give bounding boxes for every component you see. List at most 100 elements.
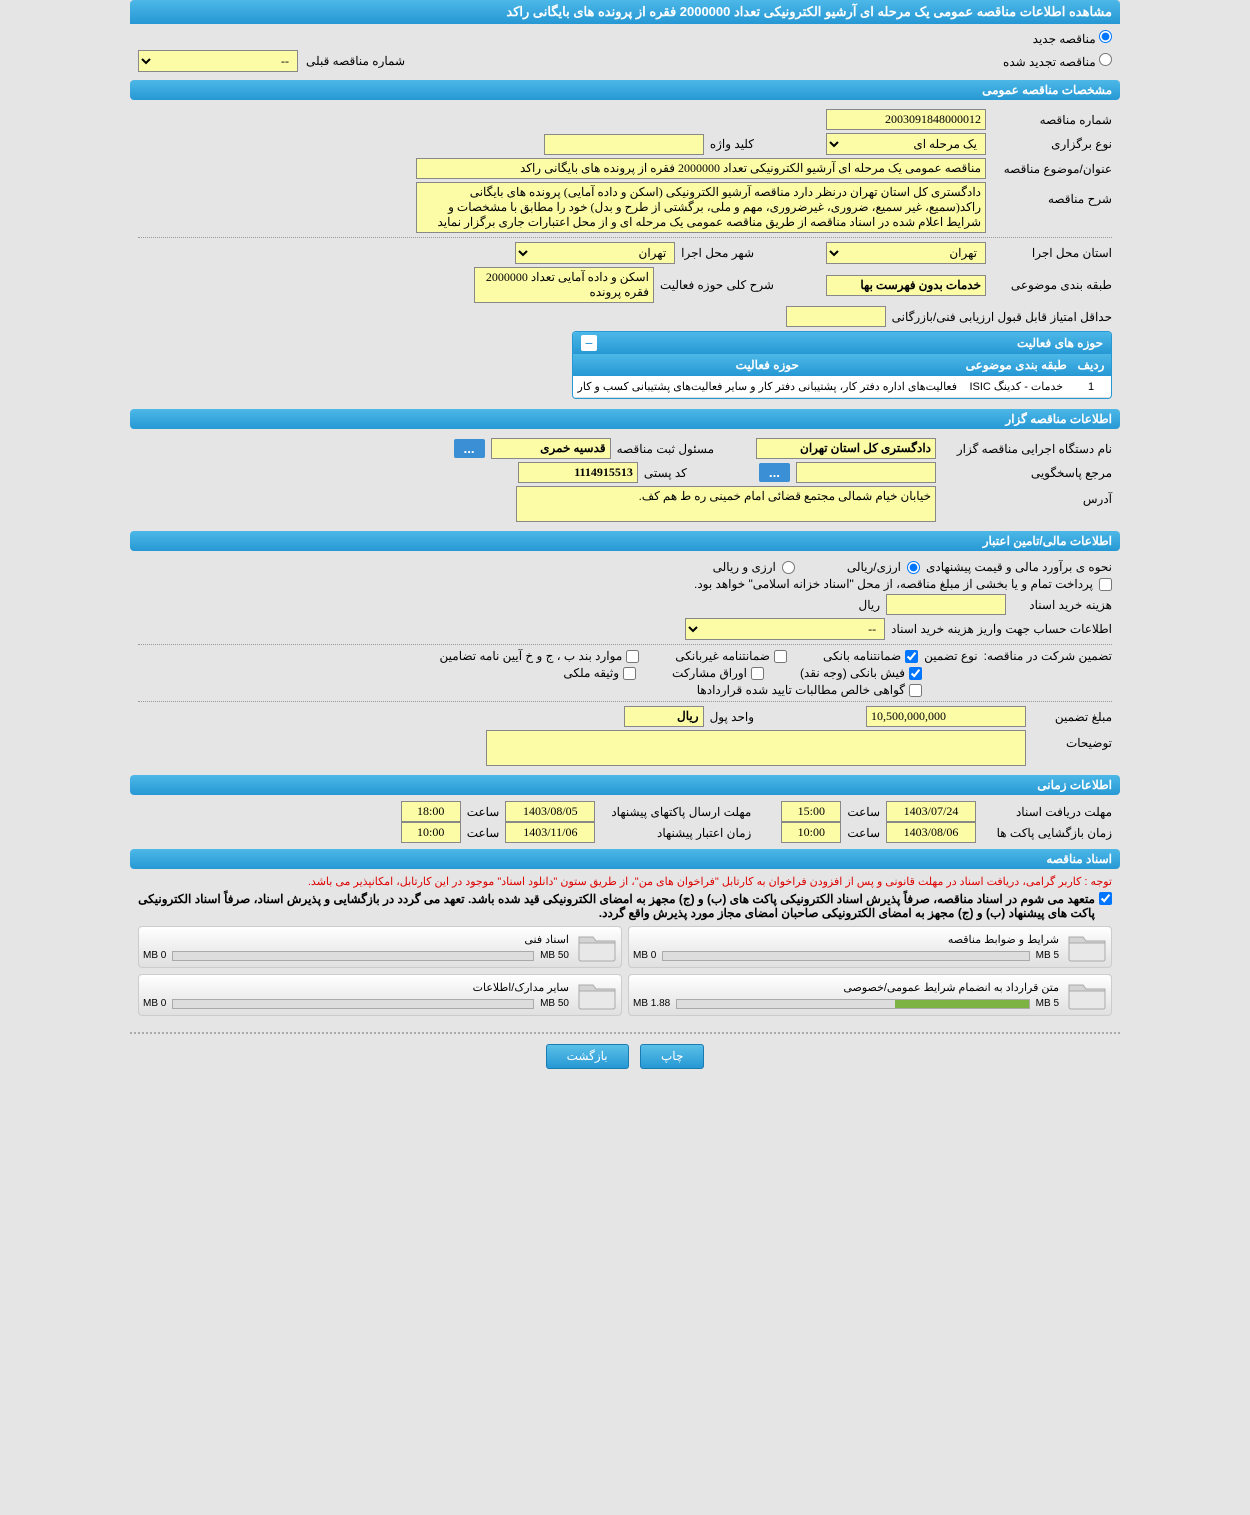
col-row: ردیف [1071, 354, 1111, 376]
cb-securities-label: اوراق مشارکت [672, 666, 747, 680]
guarantee-type-label: نوع تضمین [924, 649, 977, 663]
amount-input[interactable] [866, 706, 1026, 727]
send-date-input[interactable] [505, 801, 595, 822]
amount-label: مبلغ تضمین [1032, 710, 1112, 724]
radio-renewed-label: مناقصه تجدید شده [1003, 55, 1096, 69]
org-name-label: نام دستگاه اجرایی مناقصه گزار [942, 442, 1112, 456]
documents-warning: توجه : کاربر گرامی، دریافت اسناد در مهلت… [138, 875, 1112, 888]
treasury-checkbox[interactable] [1099, 578, 1112, 591]
commit-text: متعهد می شوم در اسناد مناقصه، صرفاً پذیر… [138, 892, 1095, 920]
address-textarea[interactable]: خیابان خیام شمالی مجتمع قضائی امام خمینی… [516, 486, 936, 522]
send-time-input[interactable] [401, 801, 461, 822]
doc-used: 0 MB [143, 950, 166, 961]
doc-total: 5 MB [1036, 998, 1059, 1009]
postal-label: کد پستی [644, 466, 687, 480]
radio-new-tender[interactable] [1099, 30, 1112, 43]
cb-clauses[interactable] [626, 650, 639, 663]
activity-title: حوزه های فعالیت [1017, 336, 1103, 350]
province-select[interactable]: تهران [826, 242, 986, 264]
reg-resp-label: مسئول ثبت مناقصه [617, 442, 714, 456]
tender-no-input[interactable] [826, 109, 986, 130]
doc-used: 0 MB [143, 998, 166, 1009]
doc-title: اسناد فنی [143, 933, 569, 946]
commit-checkbox[interactable] [1099, 892, 1112, 905]
doc-title: شرایط و ضوابط مناقصه [633, 933, 1059, 946]
validity-date-input[interactable] [505, 822, 595, 843]
progress-bar [172, 999, 534, 1009]
back-button[interactable]: بازگشت [546, 1044, 629, 1069]
type-select[interactable]: یک مرحله ای [826, 133, 986, 155]
resp-ref-lookup-button[interactable]: ... [759, 463, 790, 482]
category-label: طبقه بندی موضوعی [992, 278, 1112, 292]
print-button[interactable]: چاپ [640, 1044, 704, 1069]
cb-cash[interactable] [909, 667, 922, 680]
document-card[interactable]: اسناد فنی50 MB0 MB [138, 926, 622, 968]
guarantee-label: تضمین شرکت در مناقصه: [984, 649, 1112, 663]
document-card[interactable]: سایر مدارک/اطلاعات50 MB0 MB [138, 974, 622, 1016]
resp-ref-input[interactable] [796, 462, 936, 483]
receive-deadline-label: مهلت دریافت اسناد [982, 805, 1112, 819]
cb-net-claims[interactable] [909, 684, 922, 697]
postal-input[interactable] [518, 462, 638, 483]
radio-new-label: مناقصه جدید [1033, 32, 1096, 46]
unit-label: واحد پول [710, 710, 754, 724]
clock-label-2: ساعت [467, 805, 500, 819]
reg-resp-input[interactable] [491, 438, 611, 459]
radio-renewed-tender[interactable] [1099, 53, 1112, 66]
min-score-label: حداقل امتیاز قابل قبول ارزیابی فنی/بازرگ… [892, 310, 1112, 324]
section-timing: اطلاعات زمانی [130, 775, 1120, 795]
cb-securities[interactable] [751, 667, 764, 680]
rial-label: ارزی/ریالی [847, 560, 901, 574]
cb-bank-guarantee[interactable] [905, 650, 918, 663]
resp-ref-label: مرجع پاسخگویی [942, 466, 1112, 480]
doc-total: 5 MB [1036, 950, 1059, 961]
cb-property[interactable] [623, 667, 636, 680]
document-card[interactable]: متن قرارداد به انضمام شرایط عمومی/خصوصی 5… [628, 974, 1112, 1016]
folder-icon [1067, 979, 1107, 1011]
radio-currency[interactable] [782, 561, 795, 574]
org-name-input[interactable] [756, 438, 936, 459]
keyword-input[interactable] [544, 134, 704, 155]
subject-input[interactable] [416, 158, 986, 179]
notes-textarea[interactable] [486, 730, 1026, 766]
scope-textarea[interactable]: اسکن و داده آمایی تعداد 2000000 فقره پرو… [474, 267, 654, 303]
prev-tender-select[interactable]: -- [138, 50, 298, 72]
clock-label-4: ساعت [467, 826, 500, 840]
reg-resp-lookup-button[interactable]: ... [454, 439, 485, 458]
category-input[interactable] [826, 275, 986, 296]
min-score-input[interactable] [786, 306, 886, 327]
section-documents: اسناد مناقصه [130, 849, 1120, 869]
folder-icon [577, 931, 617, 963]
open-time-input[interactable] [781, 822, 841, 843]
table-row: 1 خدمات - کدینگ ISIC فعالیت‌های اداره دف… [573, 376, 1111, 398]
section-general: مشخصات مناقصه عمومی [130, 80, 1120, 100]
cb-bank-guarantee-label: ضمانتنامه بانکی [823, 649, 901, 663]
folder-icon [577, 979, 617, 1011]
page-title: مشاهده اطلاعات مناقصه عمومی یک مرحله ای … [130, 0, 1120, 24]
city-select[interactable]: تهران [515, 242, 675, 264]
subject-label: عنوان/موضوع مناقصه [992, 162, 1112, 176]
progress-bar [676, 999, 1029, 1009]
desc-textarea[interactable]: دادگستری کل استان تهران درنظر دارد مناقص… [416, 182, 986, 233]
estimate-label: نحوه ی برآورد مالی و قیمت پیشنهادی [926, 560, 1112, 574]
account-select[interactable]: -- [685, 618, 885, 640]
doc-used: 0 MB [633, 950, 656, 961]
col-category: طبقه بندی موضوعی [962, 354, 1071, 376]
validity-label: زمان اعتبار پیشنهاد [601, 826, 751, 840]
progress-bar [662, 951, 1029, 961]
radio-rial[interactable] [907, 561, 920, 574]
tender-no-label: شماره مناقصه [992, 113, 1112, 127]
collapse-button[interactable]: − [581, 335, 597, 351]
validity-time-input[interactable] [401, 822, 461, 843]
clock-label-3: ساعت [847, 826, 880, 840]
cb-nonbank-guarantee[interactable] [774, 650, 787, 663]
open-date-input[interactable] [886, 822, 976, 843]
address-label: آدرس [942, 486, 1112, 506]
cb-clauses-label: موارد بند ب ، ج و خ آیین نامه تضامین [440, 649, 623, 663]
doc-title: متن قرارداد به انضمام شرایط عمومی/خصوصی [633, 981, 1059, 994]
receive-time-input[interactable] [781, 801, 841, 822]
doc-fee-input[interactable] [886, 594, 1006, 615]
document-card[interactable]: شرایط و ضوابط مناقصه 5 MB 0 MB [628, 926, 1112, 968]
receive-date-input[interactable] [886, 801, 976, 822]
unit-input[interactable] [624, 706, 704, 727]
